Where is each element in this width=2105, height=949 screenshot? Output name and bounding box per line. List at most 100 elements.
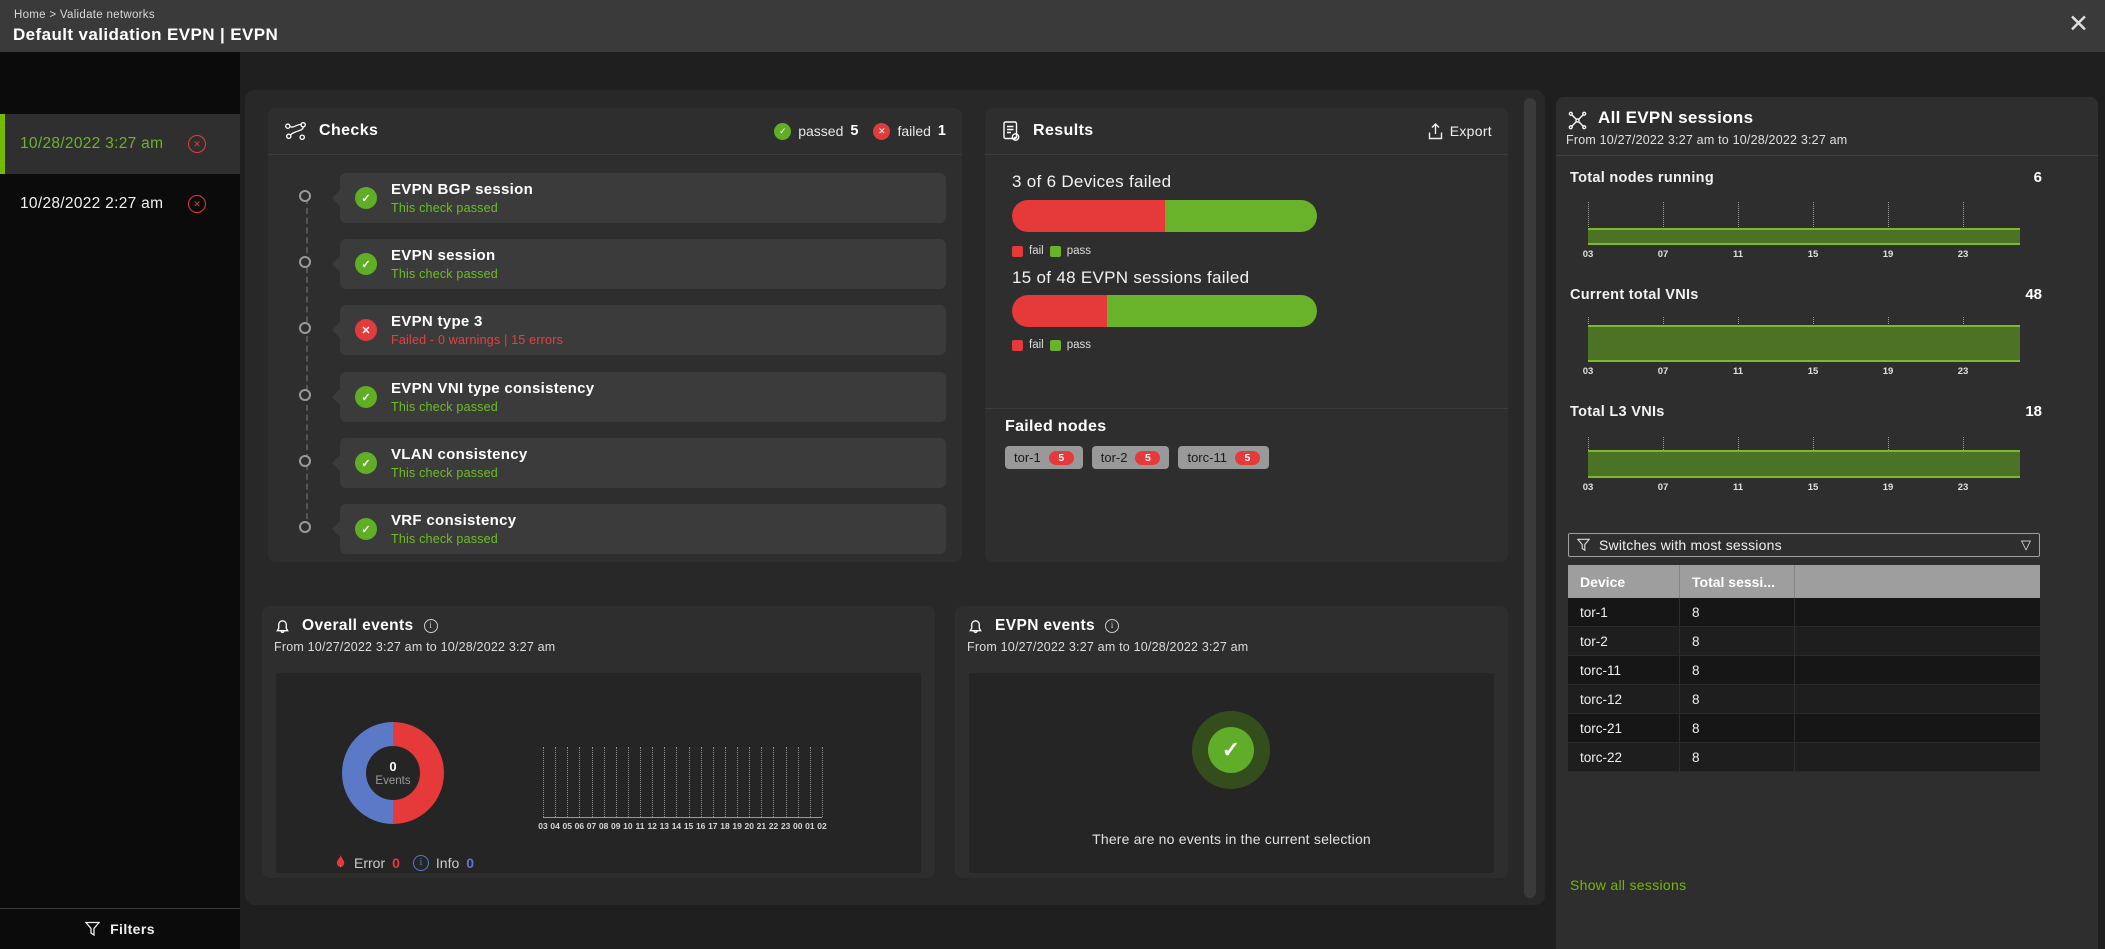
metric-trend-chart [1588,202,2020,245]
run-failed-icon[interactable]: ✕ [188,195,206,213]
check-card[interactable]: ✓ EVPN BGP session This check passed [332,173,946,223]
gridline [749,747,751,817]
hour-tick-label: 03 [538,821,548,831]
table-row[interactable]: torc-22 8 [1568,743,2040,772]
check-status: This check passed [391,532,498,546]
check-card[interactable]: ✓ VLAN consistency This check passed [332,438,946,488]
hour-tick-label: 15 [1807,249,1819,260]
overall-events-title: Overall events [302,617,414,634]
info-icon[interactable]: i [1105,619,1120,633]
sidebar: 10/28/2022 3:27 am ✕ 10/28/2022 2:27 am ✕… [0,52,240,949]
empty-cell [1795,714,2040,742]
total-sessions-cell: 8 [1680,598,1795,626]
trend-hour-labels: 03 07 11 15 19 23 [1583,482,2020,494]
page-title: Default validation EVPN | EVPN [13,25,279,44]
hour-tick-label: 13 [659,821,670,831]
hour-tick-label: 15 [683,821,694,831]
table-column-header [1795,565,2040,598]
hour-tick-label: 06 [574,821,585,831]
device-cell: torc-21 [1568,714,1680,742]
scrollbar[interactable] [1524,98,1536,898]
success-check-icon: ✓ [1208,727,1254,773]
device-cell: tor-1 [1568,598,1680,626]
events-hour-labels: 03 04 05 06 07 08 09 10 11 12 13 14 15 16 17 18 19 20 21 22… [538,821,826,833]
table-row[interactable]: torc-12 8 [1568,685,2040,714]
failed-nodes-chips: tor-1 5 tor-2 5 torc-11 5 [1005,446,1269,469]
check-name: VRF consistency [391,512,517,529]
hour-tick-label: 16 [695,821,706,831]
network-sessions-icon [1566,109,1589,132]
check-card[interactable]: ✕ EVPN type 3 Failed - 0 warnings | 15 e… [332,305,946,355]
hour-tick-label: 17 [708,821,718,831]
empty-cell [1795,743,2040,771]
gridline [543,747,544,817]
gridline [1738,202,1739,245]
table-row[interactable]: tor-2 8 [1568,627,2040,656]
overall-events-range: From 10/27/2022 3:27 am to 10/28/2022 3:… [274,640,556,654]
node-name: tor-1 [1014,450,1041,465]
gridline [797,747,799,817]
hour-tick-label: 07 [1657,482,1669,493]
check-card[interactable]: ✓ EVPN session This check passed [332,239,946,289]
metric-label: Total nodes running [1570,169,1714,186]
failed-node-chip[interactable]: tor-2 5 [1091,446,1170,469]
hour-tick-label: 23 [1957,249,1969,260]
check-name: EVPN type 3 [391,313,483,330]
failed-node-chip[interactable]: torc-11 5 [1178,446,1269,469]
fail-legend-label: fail [1029,339,1044,351]
device-cell: torc-12 [1568,685,1680,713]
sessions-filter-dropdown[interactable]: Switches with most sessions ▽ [1568,533,2040,557]
failed-node-chip[interactable]: tor-1 5 [1005,446,1083,469]
metric-row: Current total VNIs 48 [1570,286,2042,303]
gridline [773,747,775,817]
gridline [652,747,654,817]
table-header-row: Device Total sessi... [1568,565,2040,598]
table-row[interactable]: torc-11 8 [1568,656,2040,685]
hour-tick-label: 21 [756,821,767,831]
table-column-header[interactable]: Device [1568,565,1680,598]
sessions-table: Device Total sessi... tor-1 8 tor-2 8 tor… [1568,565,2040,772]
passed-label: passed [798,123,844,139]
breadcrumb[interactable]: Home > Validate networks [14,9,155,21]
results-report-icon [1001,120,1021,142]
timeline-node-icon [299,256,311,268]
run-failed-icon[interactable]: ✕ [188,135,206,153]
hour-tick-label: 14 [671,821,682,831]
pass-legend-label: pass [1066,245,1091,257]
failed-label: failed [897,123,931,139]
gridline [809,747,811,817]
devices-failed-label: 3 of 6 Devices failed [1012,172,1172,191]
export-button[interactable]: Export [1428,122,1492,140]
validation-run-item[interactable]: 10/28/2022 2:27 am ✕ [0,174,240,234]
check-card[interactable]: ✓ EVPN VNI type consistency This check p… [332,372,946,422]
device-cell: tor-2 [1568,627,1680,655]
fail-legend-label: fail [1029,245,1044,257]
device-cell: torc-22 [1568,743,1680,771]
table-column-header[interactable]: Total sessi... [1680,565,1795,598]
info-icon[interactable]: i [423,619,438,633]
fail-swatch [1012,245,1023,257]
total-sessions-cell: 8 [1680,743,1795,771]
error-label: Error [354,854,386,871]
metric-value: 18 [2025,403,2042,420]
check-status: Failed - 0 warnings | 15 errors [391,333,564,347]
gridline [579,747,581,817]
hour-tick-label: 23 [780,821,791,831]
top-header: Home > Validate networks Default validat… [0,0,2105,52]
filters-button[interactable]: Filters [0,908,240,949]
close-icon[interactable]: ✕ [2068,10,2089,38]
info-label: Info [435,854,460,871]
gridline [822,747,823,817]
export-icon [1428,122,1443,140]
validation-run-item[interactable]: 10/28/2022 3:27 am ✕ [0,114,240,174]
table-row[interactable]: tor-1 8 [1568,598,2040,627]
evpn-events-body: ✓ There are no events in the current sel… [969,673,1494,873]
show-all-sessions-link[interactable]: Show all sessions [1570,877,1687,893]
check-card[interactable]: ✓ VRF consistency This check passed [332,504,946,554]
table-row[interactable]: torc-21 8 [1568,714,2040,743]
results-title: Results [1033,122,1094,139]
run-timestamp: 10/28/2022 3:27 am [20,135,164,152]
check-texts: VLAN consistency This check passed [391,446,528,480]
all-evpn-sessions-panel: All EVPN sessions From 10/27/2022 3:27 a… [1556,97,2098,949]
